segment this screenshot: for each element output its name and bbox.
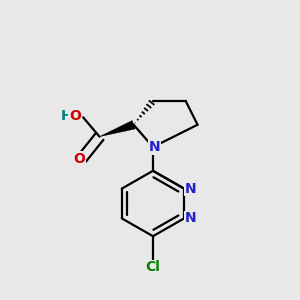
Text: N: N bbox=[148, 140, 160, 154]
Text: O: O bbox=[69, 109, 81, 123]
Polygon shape bbox=[100, 121, 135, 136]
Text: N: N bbox=[185, 212, 197, 225]
Text: N: N bbox=[185, 182, 197, 196]
Text: Cl: Cl bbox=[146, 260, 160, 274]
Text: H: H bbox=[61, 109, 73, 123]
Text: O: O bbox=[73, 152, 85, 166]
